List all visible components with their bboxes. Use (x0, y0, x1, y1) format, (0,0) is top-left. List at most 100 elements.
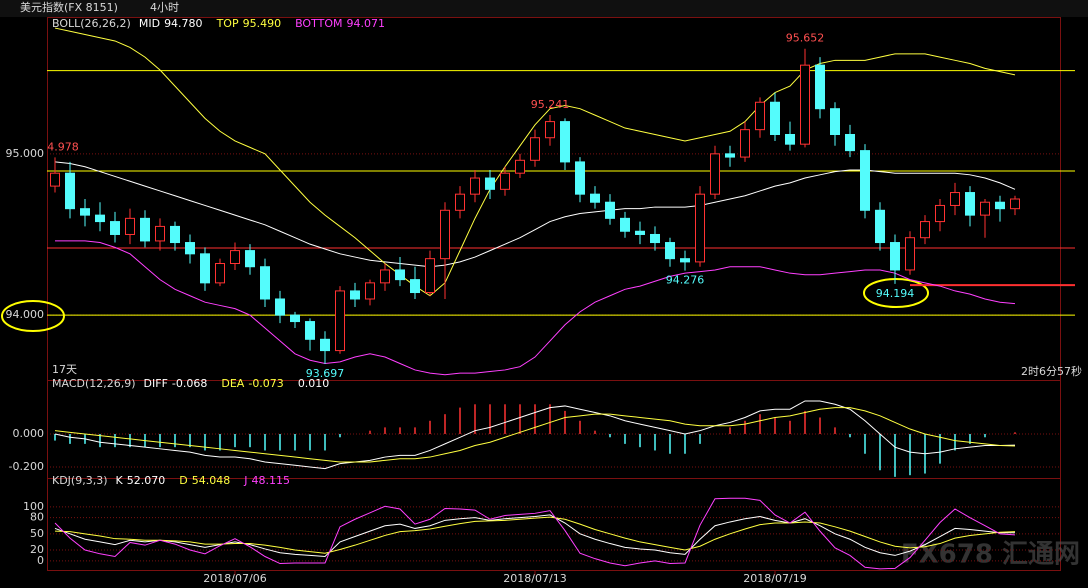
indicator-line (54, 400, 1016, 470)
watermark: FX678 汇通网 (901, 540, 1080, 570)
x-tick-label: 2018/07/19 (743, 572, 806, 585)
candle-body (425, 258, 435, 294)
extreme-label: 93.697 (306, 367, 345, 380)
candle-body (605, 201, 615, 219)
legend-text: J (243, 474, 247, 487)
legend-text: -0.068 (172, 377, 207, 390)
title-bar (0, 0, 1088, 17)
candle-body (500, 172, 510, 190)
candle-body (365, 282, 375, 300)
candle-body (770, 101, 780, 135)
period[interactable]: 4小时 (150, 1, 179, 14)
candle-body (740, 129, 750, 158)
legend-text: D (179, 474, 187, 487)
candle-body (200, 253, 210, 284)
candle-body (845, 133, 855, 152)
candle-body (95, 214, 105, 223)
candle-body (110, 221, 120, 235)
x-tick-label: 2018/07/13 (503, 572, 566, 585)
candle-body (635, 230, 645, 235)
candle-body (875, 209, 885, 244)
legend-text: MACD(12,26,9) (52, 377, 136, 390)
candle-body (395, 269, 405, 281)
x-tick-label: 2018/07/06 (203, 572, 266, 585)
extreme-label: 95.241 (531, 98, 570, 111)
y-tick-label: -0.200 (9, 460, 44, 473)
candle-body (830, 108, 840, 135)
candle-body (530, 137, 540, 161)
candle-body (620, 217, 630, 232)
candle-body (815, 64, 825, 110)
candle-body (215, 263, 225, 284)
panel-frames (47, 17, 1061, 571)
indicator-line (54, 161, 1016, 268)
indicator-line (54, 514, 1016, 558)
candle-body (920, 221, 930, 239)
candle-body (965, 192, 975, 216)
candle-body (170, 225, 180, 244)
legend-text: 95.490 (243, 17, 282, 30)
candle-body (440, 209, 450, 260)
candle-body (650, 233, 660, 244)
candle-body (275, 298, 285, 316)
candle-body (185, 242, 195, 255)
candle-body (755, 101, 765, 131)
legend-text: -0.073 (248, 377, 283, 390)
extreme-label: 94.276 (666, 274, 705, 287)
indicator-line (55, 240, 1016, 376)
legend-text: 0.010 (298, 377, 330, 390)
candle-body (995, 201, 1005, 210)
legend-text: BOLL(26,26,2) (52, 17, 131, 30)
legend-text: KDJ(9,3,3) (52, 474, 108, 487)
candle-body (590, 193, 600, 203)
candle-body (560, 121, 570, 163)
legend-text: 94.071 (346, 17, 385, 30)
legend-text: K (116, 474, 124, 487)
legend-text: MID (139, 17, 160, 30)
candle-body (380, 269, 390, 284)
candle-body (695, 193, 705, 263)
candle-body (890, 242, 900, 271)
highlight-ellipse (1, 300, 65, 332)
indicator-line (54, 497, 1016, 570)
candle-body (245, 250, 255, 268)
candle-body (455, 193, 465, 211)
candle-body (905, 237, 915, 271)
legend-text: DEA (221, 377, 244, 390)
y-tick-label: 80 (30, 511, 44, 524)
legend-text: 94.780 (164, 17, 203, 30)
candle-body (80, 208, 90, 216)
y-tick-label: 50 (30, 527, 44, 540)
y-tick-label: 0 (37, 554, 44, 567)
footer-right: 2时6分57秒 (1021, 364, 1082, 378)
candle-body (935, 204, 945, 223)
candle-body (50, 172, 60, 187)
candle-body (305, 321, 315, 340)
candle-body (1010, 198, 1020, 210)
legend-text: DIFF (144, 377, 168, 390)
legend-text: 48.115 (251, 474, 290, 487)
legend-text: 52.070 (127, 474, 166, 487)
extreme-label: 4.978 (47, 140, 79, 153)
candle-body (680, 258, 690, 263)
legend-text: TOP (216, 17, 239, 30)
candle-body (65, 172, 75, 210)
y-tick-label: 100 (23, 500, 44, 513)
y-tick-label: 0.000 (13, 427, 45, 440)
extreme-label: 95.652 (786, 32, 825, 45)
extreme-label: 94.194 (876, 287, 915, 300)
candle-body (485, 177, 495, 190)
legend-text: 54.048 (192, 474, 231, 487)
candle-body (950, 192, 960, 206)
candle-body (230, 250, 240, 265)
candle-body (155, 225, 165, 242)
y-tick-label: 94.000 (6, 308, 45, 321)
candle-body (665, 242, 675, 260)
candle-body (410, 279, 420, 294)
footer-left: 17天 (52, 363, 77, 376)
candle-body (785, 133, 795, 145)
indicator-line (54, 27, 1016, 297)
candle-body (350, 290, 360, 300)
candle-body (515, 159, 525, 174)
